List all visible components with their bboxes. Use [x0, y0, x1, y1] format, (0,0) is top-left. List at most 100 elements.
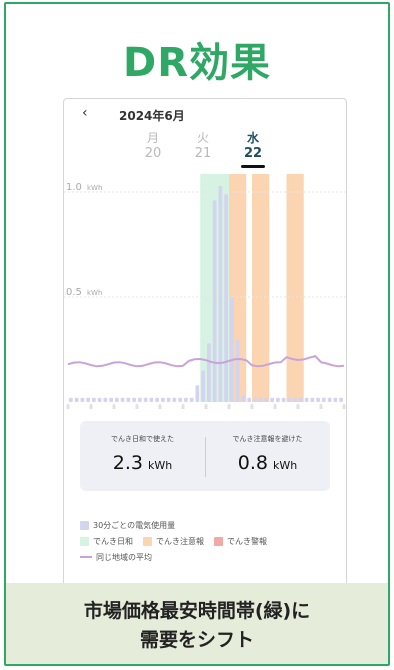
day-date: 21	[194, 146, 212, 161]
app-header: ‹ 2024年6月	[64, 99, 346, 129]
usage-bar	[218, 185, 223, 402]
usage-bar	[132, 397, 136, 402]
usage-bar	[201, 370, 205, 402]
x-tick-mark	[66, 404, 70, 409]
usage-bar	[327, 397, 332, 402]
summary-unit: kWh	[273, 459, 298, 472]
caution-band-2	[286, 174, 304, 402]
x-tick-mark	[250, 404, 254, 409]
chart-legend: 30分ごとの電気使用量 でんき日和 でんき注意報 でんき警報 同じ地域の平均	[80, 517, 330, 565]
usage-bar	[224, 194, 228, 402]
x-tick-mark	[319, 404, 323, 409]
usage-bar	[333, 397, 338, 402]
x-tick-mark	[342, 404, 346, 409]
usage-bar	[287, 397, 292, 402]
usage-bar	[103, 397, 108, 402]
phone-screenshot: ‹ 2024年6月 月 20 火 21 水 22 1.0kWh0.5kWh0時6…	[63, 98, 347, 588]
slide-title: DR効果	[122, 40, 271, 86]
usage-bar	[172, 397, 177, 402]
usage-bar	[86, 397, 90, 402]
day-weekday: 水	[246, 131, 259, 145]
summary-unit: kWh	[148, 459, 173, 472]
legend-usage-swatch	[80, 520, 89, 530]
average-line	[67, 354, 345, 368]
usage-bar	[258, 397, 263, 402]
legend-cheap-swatch	[80, 536, 89, 546]
usage-bar	[281, 397, 286, 402]
legend-average-swatch	[80, 556, 92, 558]
day-tab-mon[interactable]: 月 20	[138, 131, 168, 161]
usage-bar	[184, 397, 188, 402]
usage-bar	[149, 397, 154, 402]
usage-bar	[166, 397, 171, 402]
usage-bar	[178, 397, 182, 402]
usage-bar	[115, 397, 119, 402]
usage-bar	[310, 397, 315, 402]
usage-bar	[92, 397, 96, 402]
usage-bar	[126, 397, 131, 402]
x-tick-mark	[89, 404, 93, 409]
day-tab-wed[interactable]: 水 22	[238, 131, 268, 168]
usage-bar	[276, 397, 280, 402]
usage-bar	[304, 397, 309, 402]
day-selector: 月 20 火 21 水 22	[64, 131, 346, 171]
usage-bar	[80, 397, 85, 402]
caution-band-1	[252, 174, 270, 402]
x-tick-mark	[112, 404, 116, 409]
usage-bar	[316, 397, 320, 402]
caption-line-1: 市場価格最安時間帯(緑)に	[83, 600, 311, 622]
usage-bar	[161, 397, 165, 402]
day-tab-tue[interactable]: 火 21	[188, 131, 218, 161]
usage-bar	[241, 395, 246, 402]
caption-banner: 市場価格最安時間帯(緑)に 需要をシフト	[6, 583, 388, 664]
summary-card: でんき日和で使えた 2.3 kWh でんき注意報を避けた 0.8 kWh	[80, 421, 330, 491]
month-label: 2024年6月	[119, 109, 185, 123]
legend-alert-swatch	[214, 536, 223, 546]
usage-bar	[195, 385, 200, 402]
legend-average: 同じ地域の平均	[96, 552, 152, 562]
usage-bar	[230, 297, 234, 402]
usage-bar	[207, 343, 211, 402]
day-weekday: 火	[196, 131, 209, 145]
y-tick-label: 1.0	[66, 182, 82, 193]
usage-bar	[270, 397, 274, 402]
y-tick-unit: kWh	[87, 289, 102, 297]
caption-line-2: 需要をシフト	[139, 629, 254, 651]
day-date: 22	[243, 146, 263, 161]
y-tick-unit: kWh	[87, 184, 102, 192]
usage-bar	[235, 339, 240, 402]
usage-bar	[339, 397, 343, 402]
usage-bar	[69, 397, 73, 402]
x-tick-mark	[135, 404, 139, 409]
usage-bar	[189, 397, 194, 402]
summary-value: 2.3	[112, 452, 143, 474]
x-tick-mark	[158, 404, 162, 409]
summary-divider	[205, 437, 206, 477]
legend-caution-swatch	[143, 536, 152, 546]
legend-alert: でんき警報	[227, 536, 267, 546]
usage-bar	[253, 397, 257, 402]
usage-bar	[155, 397, 159, 402]
usage-bar	[264, 397, 269, 402]
chevron-left-icon[interactable]: ‹	[82, 105, 88, 121]
usage-bar	[322, 397, 326, 402]
usage-bar	[74, 397, 79, 402]
usage-bar	[299, 397, 303, 402]
usage-bar	[109, 397, 113, 402]
usage-bar	[293, 397, 297, 402]
legend-cheap: でんき日和	[93, 536, 133, 546]
usage-bar	[247, 397, 251, 402]
summary-value: 0.8	[237, 452, 268, 474]
usage-bar	[138, 397, 142, 402]
x-tick-mark	[181, 404, 185, 409]
legend-caution: でんき注意報	[156, 536, 204, 546]
y-tick-label: 0.5	[66, 287, 82, 298]
legend-usage: 30分ごとの電気使用量	[93, 520, 176, 530]
summary-caution: でんき注意報を避けた 0.8 kWh	[205, 421, 330, 491]
selected-day-indicator	[241, 165, 265, 168]
usage-bar	[212, 200, 217, 402]
usage-bar	[97, 397, 102, 402]
summary-label: でんき注意報を避けた	[232, 435, 303, 443]
summary-label: でんき日和で使えた	[111, 435, 174, 443]
